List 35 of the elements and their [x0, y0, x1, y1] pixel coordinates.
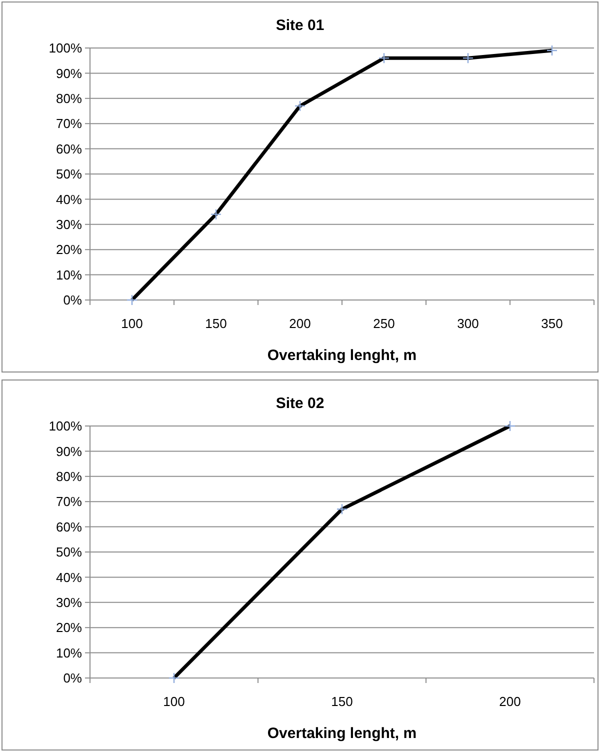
- y-tick-label: 100%: [48, 418, 82, 434]
- y-tick-label: 40%: [56, 192, 82, 207]
- x-tick-label: 150: [205, 316, 227, 331]
- y-tick-label: 70%: [56, 116, 82, 132]
- y-tick-label: 50%: [56, 166, 82, 182]
- y-tick-label: 20%: [56, 620, 82, 636]
- x-tick-label: 100: [163, 694, 185, 709]
- x-tick-label: 250: [373, 316, 395, 331]
- x-tick-label: 200: [499, 694, 521, 709]
- y-tick-label: 80%: [56, 468, 82, 484]
- y-tick-label: 90%: [56, 444, 82, 459]
- x-tick-label: 300: [457, 316, 479, 331]
- y-tick-label: 0%: [63, 670, 82, 686]
- x-axis-title: Overtaking lenght, m: [267, 347, 417, 364]
- y-tick-label: 10%: [56, 645, 82, 660]
- y-tick-label: 10%: [56, 267, 82, 282]
- y-tick-label: 20%: [56, 242, 82, 258]
- x-tick-label: 150: [331, 694, 353, 709]
- x-tick-label: 350: [541, 316, 563, 331]
- y-tick-label: 70%: [56, 494, 82, 510]
- chart-title: Site 02: [276, 395, 324, 412]
- y-tick-label: 40%: [56, 570, 82, 585]
- y-tick-label: 60%: [56, 141, 82, 156]
- y-tick-label: 30%: [56, 216, 82, 232]
- x-tick-label: 200: [289, 316, 311, 331]
- y-tick-label: 90%: [56, 66, 82, 81]
- y-tick-label: 60%: [56, 519, 82, 534]
- y-tick-label: 30%: [56, 594, 82, 610]
- y-tick-label: 100%: [48, 40, 82, 56]
- chart-title: Site 01: [276, 17, 324, 34]
- y-tick-label: 80%: [56, 90, 82, 106]
- x-tick-label: 100: [121, 316, 143, 331]
- y-tick-label: 50%: [56, 544, 82, 560]
- x-axis-title: Overtaking lenght, m: [267, 725, 417, 742]
- y-tick-label: 0%: [63, 292, 82, 308]
